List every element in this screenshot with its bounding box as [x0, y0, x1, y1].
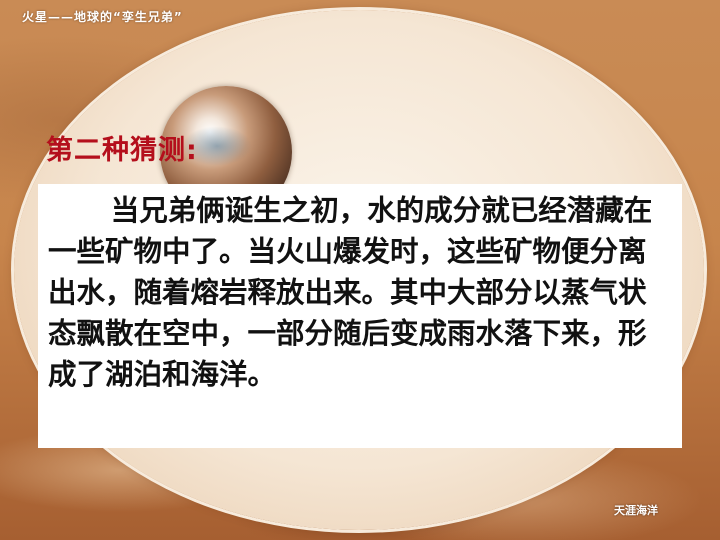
body-paragraph: 当兄弟俩诞生之初，水的成分就已经潜藏在一些矿物中了。当火山爆发时，这些矿物便分离… — [48, 194, 653, 391]
slide-header-title: 火星——地球的“孪生兄弟” — [22, 10, 183, 24]
text-box: 当兄弟俩诞生之初，水的成分就已经潜藏在一些矿物中了。当火山爆发时，这些矿物便分离… — [38, 184, 682, 448]
section-heading: 第二种猜测: — [46, 135, 198, 166]
footer-logo: 天涯海洋 — [614, 504, 658, 517]
